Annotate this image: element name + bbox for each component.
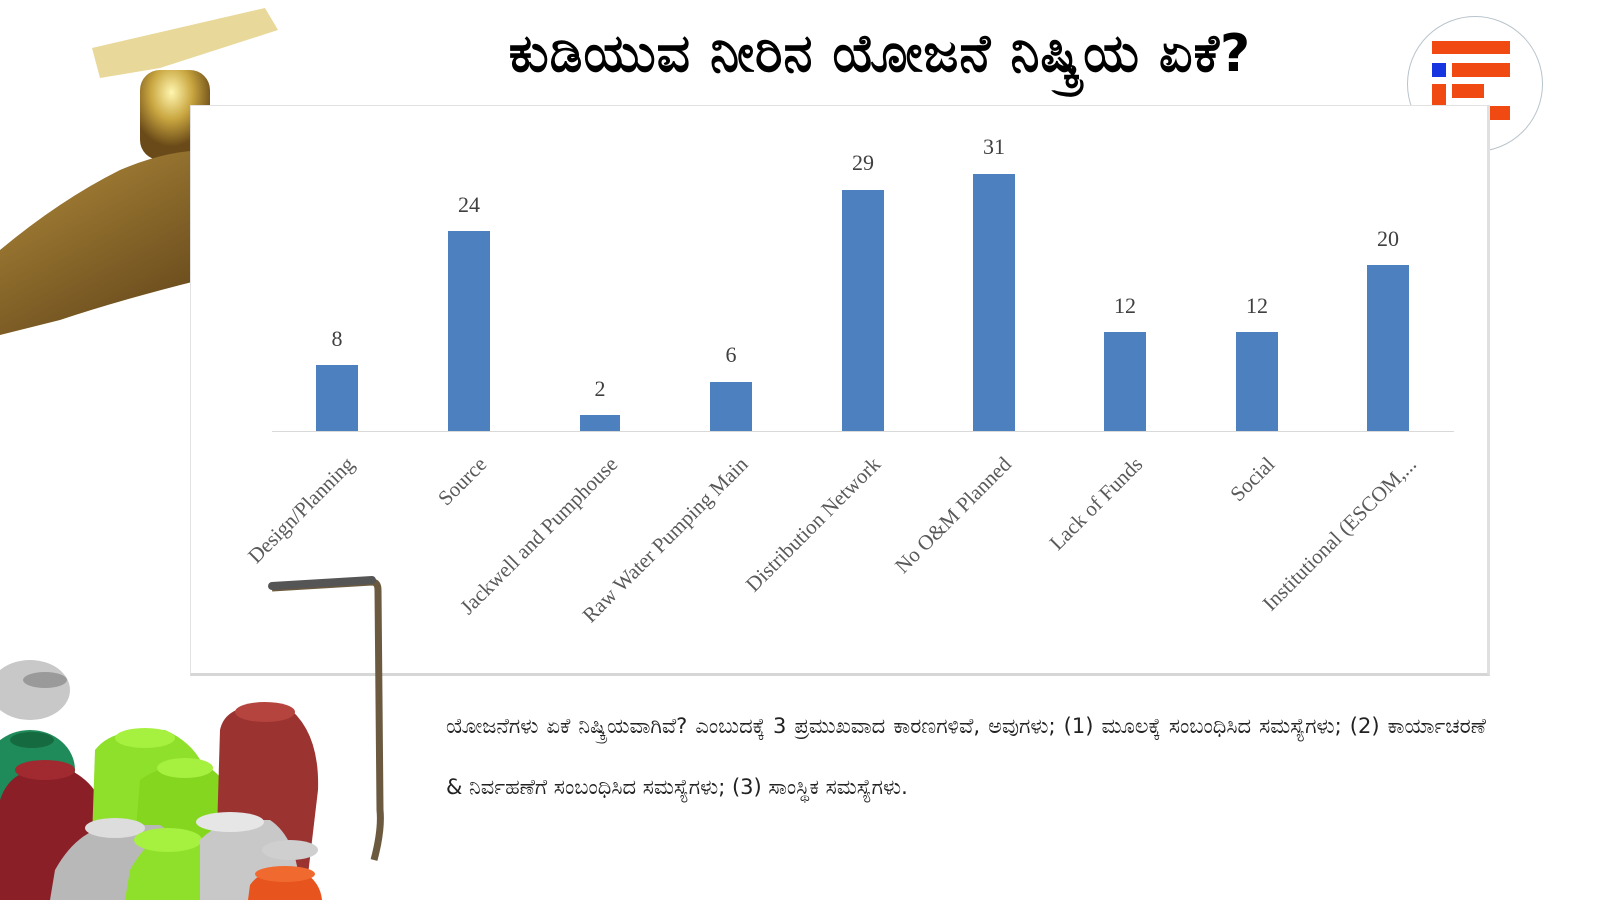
bar-value-label: 12 (1114, 293, 1136, 318)
bar-raw-water-pumping-main (710, 382, 752, 431)
bar-value-label: 8 (331, 326, 343, 351)
description-paragraph: ಯೋಜನೆಗಳು ಏಕೆ ನಿಷ್ಕ್ರಿಯವಾಗಿವೆ? ಎಂಬುದಕ್ಕೆ … (446, 714, 1486, 799)
bar-social (1236, 332, 1278, 431)
bar-value-label: 24 (458, 192, 480, 217)
bar-value-label: 2 (594, 376, 606, 401)
bar-jackwell-pumphouse (580, 415, 620, 431)
bar-value-label: 12 (1246, 293, 1268, 318)
page-title: ಕುಡಿಯುವ ನೀರಿನ ಯೋಜನೆ ನಿಷ್ಕ್ರಿಯ ಏಕೆ? (508, 24, 1252, 84)
water-pots-icon (0, 576, 384, 900)
bar-value-label: 6 (725, 342, 737, 367)
x-axis-line (272, 431, 1454, 432)
bar-institutional (1367, 265, 1409, 431)
bar-lack-of-funds (1104, 332, 1146, 431)
bar-design-planning (316, 365, 358, 431)
bar-source (448, 231, 490, 431)
bar-value-label: 29 (852, 150, 874, 175)
bar-no-om-planned (973, 174, 1015, 431)
bar-distribution-network (842, 190, 884, 431)
bar-value-label: 20 (1377, 226, 1399, 251)
bar-value-label: 31 (983, 134, 1005, 159)
